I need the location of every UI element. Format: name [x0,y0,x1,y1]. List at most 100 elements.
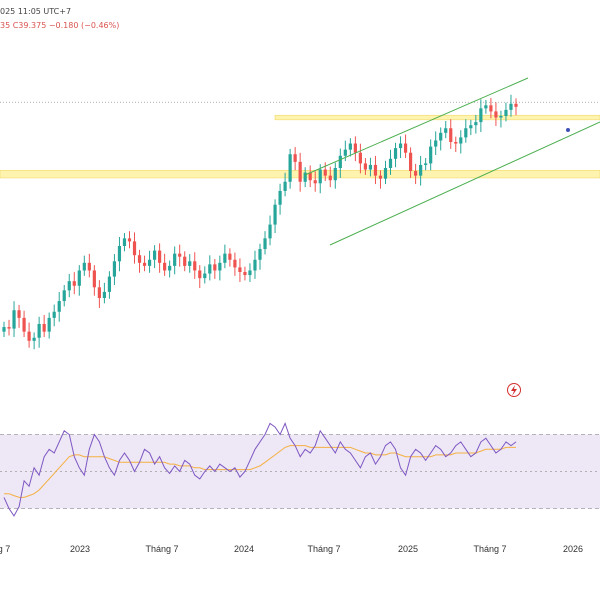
candle [283,181,287,191]
candle [32,337,36,341]
candle [429,146,433,164]
candle [208,264,212,274]
candle [203,273,207,279]
candle [198,270,202,279]
candle [273,204,277,225]
candle [303,172,307,182]
candle [494,111,498,118]
candle [163,262,167,271]
x-tick-label: g 7 [0,544,10,554]
candle [97,287,101,298]
candle [7,327,11,329]
candle [102,291,106,298]
candle [328,175,332,181]
x-tick-label: 2025 [398,544,418,554]
candle [459,137,463,144]
candle [489,105,493,112]
candle [188,261,192,266]
candle [72,281,76,286]
chart-header-ohlc: 35 C39.375 −0.180 (−0.46%) [0,21,120,30]
candle [248,270,252,276]
candle [67,281,71,291]
candle [383,168,388,179]
candle [258,249,262,260]
candle [484,105,488,109]
x-tick-label: 2026 [563,544,583,554]
candle [22,317,26,332]
candle [183,256,187,266]
candle [444,128,448,133]
candle [218,262,222,271]
candle [2,327,6,332]
x-tick-label: Tháng 7 [473,544,506,554]
candle [469,125,473,129]
candle [117,246,122,262]
candle [388,158,393,168]
candle [173,253,177,266]
candle [408,152,413,172]
candle [62,290,66,302]
candle [213,264,217,271]
candle [424,163,428,165]
candle [112,261,117,277]
candle [414,171,418,176]
candle [243,272,247,276]
candle [403,143,408,153]
candle [223,253,227,263]
candle [127,238,132,242]
candle [82,262,86,271]
candle [27,331,31,341]
candle [479,108,483,123]
candle [147,259,152,266]
candle [178,253,182,257]
candle [293,154,297,162]
chart-header-datetime: 025 11:05 UTC+7 [0,7,72,16]
candle [509,103,513,110]
candle [454,142,458,144]
candle [263,238,267,250]
candle [132,241,137,256]
candle [298,161,302,182]
candle [439,132,443,141]
channel-upper-line [304,77,529,176]
candle [152,250,157,260]
candle [92,270,96,288]
candle [253,259,257,271]
candle [434,140,438,147]
candle [288,154,292,182]
candle [348,143,352,150]
candle [142,262,147,266]
candle [238,267,242,272]
channel-lower-line [329,121,600,246]
candle [373,164,378,176]
candle [193,261,197,271]
candle [368,164,373,170]
candle [474,122,478,126]
rsi-line [3,422,517,517]
candle [308,172,312,181]
candle [318,169,322,184]
candle [52,311,56,318]
candle [398,143,403,149]
candle [464,128,468,138]
x-tick-label: 2023 [70,544,90,554]
candle [158,250,162,263]
candle [313,180,317,184]
candle [107,276,112,292]
candle [449,128,453,142]
candle [57,301,61,312]
candle [17,310,21,318]
candle [393,148,398,159]
candle [499,116,503,118]
candle [168,265,172,271]
candle [419,164,423,176]
candle [87,262,91,271]
x-tick-label: 2024 [234,544,254,554]
candle [323,169,327,176]
candle [333,168,337,181]
candle [77,270,81,286]
candle [363,163,368,170]
x-tick-label: Tháng 7 [307,544,340,554]
candle [378,175,383,179]
